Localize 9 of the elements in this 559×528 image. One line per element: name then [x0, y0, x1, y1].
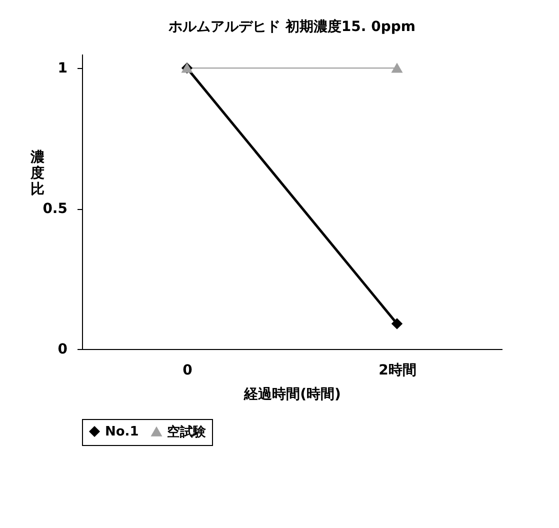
legend-label: No.1	[105, 424, 139, 440]
chart-title: ホルムアルデヒド 初期濃度15. 0ppm	[168, 18, 416, 35]
x-axis-title: 経過時間(時間)	[243, 386, 341, 402]
y-tick-label: 1	[58, 60, 68, 77]
legend-label: 空試験	[167, 424, 207, 440]
x-tick-label: 2時間	[378, 362, 416, 378]
y-tick-label: 0	[58, 342, 68, 358]
y-axis-title: 濃度比	[30, 150, 44, 198]
y-tick-label: 0.5	[42, 201, 68, 218]
